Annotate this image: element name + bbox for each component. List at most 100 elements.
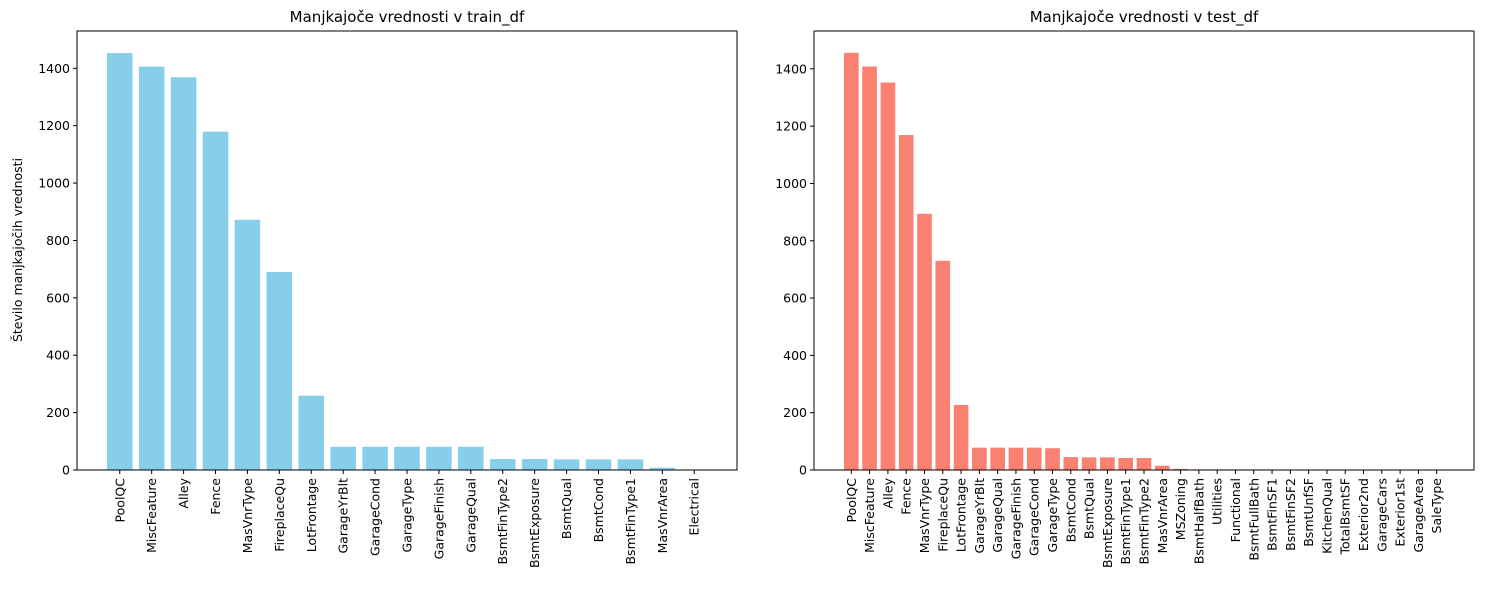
train-bar-BsmtExposure	[522, 459, 548, 470]
test-x-tick-label: FireplaceQu	[935, 478, 950, 552]
train-x-tick-label: BsmtFinType1	[623, 478, 638, 565]
test-y-tick-label: 800	[783, 233, 807, 248]
test-y-tick-label: 200	[783, 405, 807, 420]
train-x-tick-label: Fence	[208, 478, 223, 515]
test-x-tick-label: Utilities	[1210, 478, 1225, 525]
train-x-tick-label: GarageType	[400, 478, 415, 553]
test-x-tick-label: Exterior2nd	[1356, 478, 1371, 551]
train-bar-BsmtQual	[554, 459, 580, 470]
train-y-tick-label: 1200	[38, 118, 70, 133]
test-x-tick-label: BsmtFinSF1	[1265, 478, 1280, 551]
train-x-tick-label: LotFrontage	[304, 478, 319, 553]
test-x-tick-label: LotFrontage	[954, 478, 969, 553]
test-y-tick-label: 1000	[775, 176, 807, 191]
test-bar-GarageFinish	[1009, 448, 1024, 470]
train-x-tick-label: MiscFeature	[144, 478, 159, 553]
test-x-tick-label: GarageArea	[1411, 478, 1426, 553]
test-chart-title: Manjkajoče vrednosti v test_df	[1030, 8, 1259, 27]
train-bar-BsmtCond	[586, 459, 612, 470]
train-bar-GarageType	[394, 447, 420, 470]
test-x-tick-label: BsmtHalfBath	[1191, 478, 1206, 564]
test-bar-MasVnrArea	[1155, 466, 1170, 470]
train-x-tick-label: FireplaceQu	[272, 478, 287, 552]
test-bar-PoolQC	[844, 53, 859, 470]
test-x-tick-label: GarageYrBlt	[972, 478, 987, 554]
train-x-tick-label: MasVnrArea	[655, 478, 670, 553]
train-y-tick-label: 200	[46, 405, 70, 420]
train-bar-MasVnrType	[235, 220, 261, 470]
train-chart-panel: Manjkajoče vrednosti v train_df Število …	[10, 8, 737, 568]
test-x-tick-label: SaleType	[1429, 478, 1444, 534]
train-x-tick-label: Alley	[176, 477, 191, 508]
test-bar-Fence	[899, 135, 914, 470]
test-x-tick-label: GarageQual	[990, 478, 1005, 553]
test-x-tick-label: BsmtQual	[1082, 478, 1097, 539]
test-x-tick-label: TotalBsmtSF	[1338, 478, 1353, 555]
train-bar-Fence	[203, 132, 229, 470]
train-chart-title: Manjkajoče vrednosti v train_df	[290, 8, 525, 27]
train-x-tick-label: Electrical	[687, 478, 702, 535]
test-x-tick-label: MasVnrType	[917, 478, 932, 554]
test-x-tick-label: GarageFinish	[1008, 478, 1023, 559]
test-bar-GarageType	[1045, 448, 1060, 470]
train-x-tick-label: GarageYrBlt	[336, 478, 351, 554]
test-x-tick-label: PoolQC	[844, 478, 859, 523]
train-x-tick-label: BsmtExposure	[527, 478, 542, 568]
test-bar-BsmtExposure	[1100, 457, 1115, 470]
test-x-tick-label: BsmtFullBath	[1246, 478, 1261, 561]
test-x-tick-label: KitchenQual	[1319, 478, 1334, 554]
train-x-tick-label: BsmtQual	[559, 478, 574, 539]
test-x-tick-label: BsmtCond	[1063, 478, 1078, 542]
train-y-tick-label: 600	[46, 290, 70, 305]
test-bar-GarageCond	[1027, 448, 1042, 470]
train-bar-GarageQual	[458, 447, 484, 470]
train-bar-GarageYrBlt	[330, 447, 356, 470]
train-bar-BsmtFinType1	[618, 459, 644, 470]
test-x-tick-label: BsmtFinType1	[1118, 478, 1133, 565]
test-x-tick-label: GarageCars	[1374, 478, 1389, 552]
test-y-tick-label: 1200	[775, 119, 807, 134]
test-x-tick-label: Exterior1st	[1393, 478, 1408, 547]
test-x-tick-label: GarageType	[1045, 478, 1060, 553]
train-x-tick-label: GarageCond	[368, 478, 383, 556]
train-bar-BsmtFinType2	[490, 459, 516, 470]
test-y-tick-label: 0	[799, 463, 807, 478]
train-y-tick-label: 1400	[38, 61, 70, 76]
test-bar-MasVnrType	[917, 214, 932, 470]
train-bar-GarageFinish	[426, 447, 452, 470]
train-x-tick-label: BsmtCond	[591, 478, 606, 542]
train-y-tick-label: 0	[62, 463, 70, 478]
test-x-tick-label: MSZoning	[1173, 478, 1188, 540]
train-bars	[107, 53, 707, 470]
train-bar-LotFrontage	[298, 396, 324, 470]
test-x-tick-label: Alley	[880, 477, 895, 508]
test-y-tick-label: 600	[783, 291, 807, 306]
test-y-tick-label: 400	[783, 348, 807, 363]
train-y-tick-label: 1000	[38, 176, 70, 191]
train-x-tick-label: GarageQual	[463, 478, 478, 553]
train-bar-GarageCond	[362, 447, 388, 470]
test-bar-BsmtFinType2	[1137, 458, 1152, 470]
test-bar-BsmtQual	[1082, 457, 1097, 470]
test-bar-LotFrontage	[954, 405, 969, 470]
test-bar-GarageQual	[990, 448, 1005, 470]
test-x-tick-label: MasVnrArea	[1155, 478, 1170, 553]
test-bar-GarageYrBlt	[972, 448, 987, 470]
test-chart-panel: Manjkajoče vrednosti v test_df 0 200 400 60…	[775, 8, 1474, 568]
test-x-tick-label: BsmtFinSF2	[1283, 478, 1298, 551]
test-bar-MiscFeature	[862, 67, 877, 470]
test-x-tick-label: Fence	[899, 478, 914, 515]
test-x-tick-label: MiscFeature	[862, 478, 877, 553]
train-y-tick-label: 800	[46, 233, 70, 248]
train-x-tick-label: GarageFinish	[431, 478, 446, 559]
train-chart-ylabel: Število manjkajočih vrednosti	[10, 158, 25, 342]
test-x-tick-label: GarageCond	[1027, 478, 1042, 556]
train-x-tick-label: BsmtFinType2	[495, 478, 510, 565]
train-y-tick-label: 400	[46, 348, 70, 363]
test-bar-BsmtFinType1	[1118, 458, 1133, 470]
